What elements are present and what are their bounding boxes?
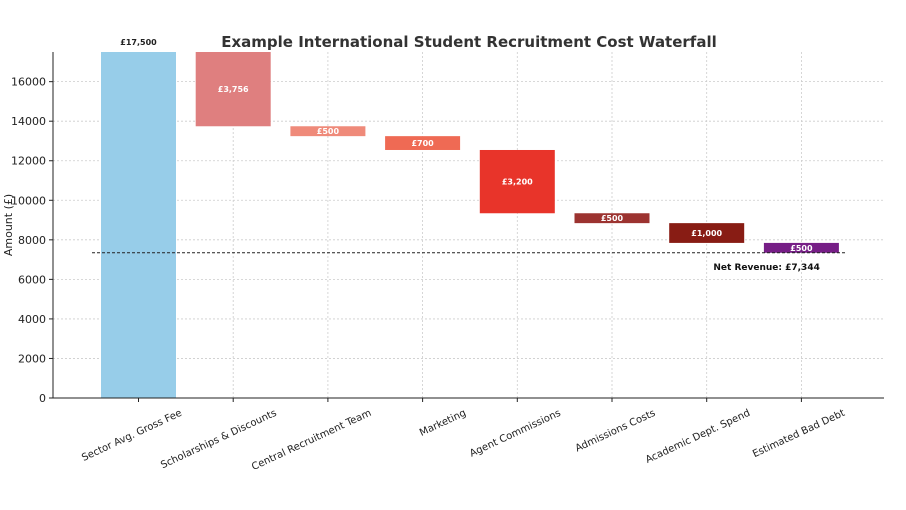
- y-tick-label: 8000: [18, 234, 46, 247]
- bars: [101, 52, 839, 398]
- bar-labels: £17,500 £3,756 £500 £700 £3,200 £500 £1,000 £50…: [120, 38, 813, 253]
- waterfall-bar: [574, 213, 650, 224]
- bar-data-label: £500: [317, 127, 340, 136]
- x-tick-label: Sector Avg. Gross Fee: [80, 408, 184, 464]
- y-tick-label: 0: [39, 392, 46, 405]
- waterfall-bar: [763, 242, 839, 253]
- waterfall-bar: [101, 52, 176, 398]
- waterfall-bar: [479, 149, 555, 214]
- x-tick-label: Marketing: [418, 408, 468, 439]
- y-axis-title: Amount (£): [2, 194, 15, 256]
- net-revenue: Net Revenue: £7,344: [92, 252, 847, 273]
- x-tick-label: Agent Commissions: [468, 408, 562, 460]
- bar-data-label: £3,756: [218, 85, 249, 94]
- waterfall-bar: [385, 136, 461, 150]
- net-revenue-label: Net Revenue: £7,344: [713, 263, 819, 273]
- bar-data-label: £500: [601, 214, 624, 223]
- y-tick-label: 6000: [18, 273, 46, 286]
- y-tick-label: 14000: [11, 115, 46, 128]
- x-tick-label: Estimated Bad Debt: [751, 408, 847, 460]
- x-tick-label: Academic Dept. Spend: [644, 408, 752, 466]
- grid-lines: [53, 52, 884, 398]
- y-tick-label: 4000: [18, 313, 46, 326]
- waterfall-bar: [195, 52, 271, 127]
- bar-data-label: £3,200: [502, 178, 533, 187]
- waterfall-bar: [290, 126, 366, 137]
- y-tick-label: 16000: [11, 76, 46, 89]
- bar-data-label: £1,000: [691, 229, 722, 238]
- bar-data-label: £17,500: [120, 38, 157, 47]
- y-tick-label: 12000: [11, 155, 46, 168]
- x-tick-label: Admissions Costs: [574, 408, 658, 455]
- y-tick-label: 2000: [18, 352, 46, 365]
- waterfall-bar: [669, 223, 745, 243]
- chart-title: Example International Student Recruitmen…: [221, 33, 716, 51]
- bar-data-label: £700: [411, 139, 434, 148]
- bar-data-label: £500: [790, 244, 813, 253]
- y-tick-label: 10000: [11, 194, 46, 207]
